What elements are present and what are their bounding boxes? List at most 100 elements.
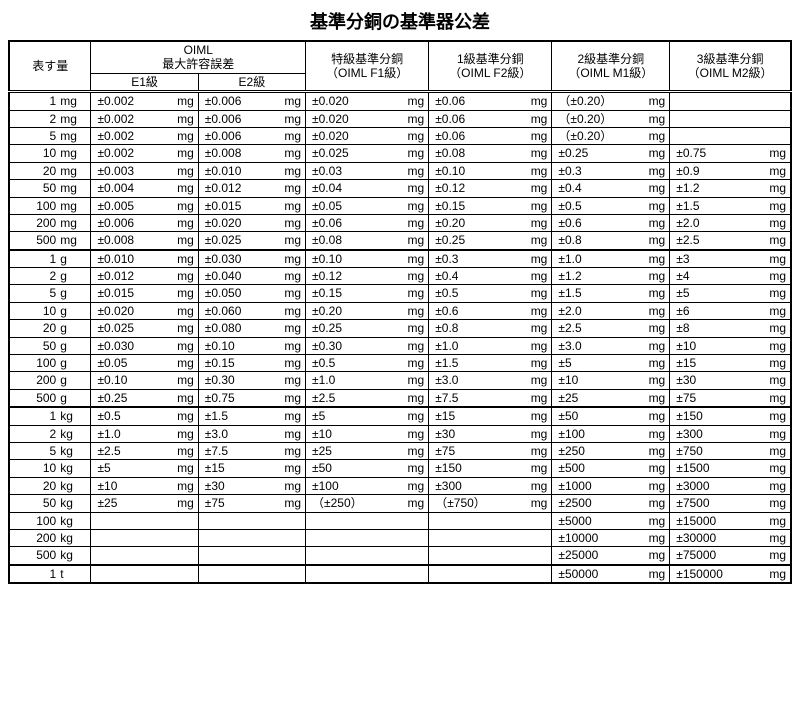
- cell-f1: [306, 547, 399, 565]
- nominal-value: 500: [9, 232, 59, 250]
- cell-f1: ±0.20: [306, 302, 399, 319]
- table-row: 20g±0.025mg±0.080mg±0.25mg±0.8mg±2.5mg±8…: [9, 320, 791, 337]
- nominal-value: 500: [9, 547, 59, 565]
- unit-f2: mg: [521, 268, 552, 285]
- unit-m2: [760, 110, 791, 127]
- cell-e2: ±0.050: [198, 285, 275, 302]
- unit-e2: mg: [275, 127, 306, 144]
- cell-e1: ±10: [91, 477, 168, 494]
- unit-f1: [398, 547, 429, 565]
- unit-m1: mg: [639, 337, 670, 354]
- cell-m1: ±0.5: [552, 197, 639, 214]
- nominal-value: 20: [9, 477, 59, 494]
- unit-m1: mg: [639, 250, 670, 268]
- cell-e1: ±0.010: [91, 250, 168, 268]
- table-row: 5mg±0.002mg±0.006mg±0.020mg±0.06mg（±0.20…: [9, 127, 791, 144]
- nominal-unit: g: [59, 302, 91, 319]
- cell-e1: ±0.002: [91, 110, 168, 127]
- cell-m2: ±300: [670, 425, 760, 442]
- unit-f2: mg: [521, 389, 552, 407]
- unit-m2: mg: [760, 355, 791, 372]
- cell-m2: ±2.5: [670, 232, 760, 250]
- unit-f2: mg: [521, 320, 552, 337]
- unit-e2: mg: [275, 214, 306, 231]
- cell-f2: ±0.5: [429, 285, 522, 302]
- cell-e2: ±0.060: [198, 302, 275, 319]
- cell-e2: ±0.008: [198, 145, 275, 162]
- nominal-unit: g: [59, 337, 91, 354]
- nominal-unit: g: [59, 250, 91, 268]
- nominal-value: 1: [9, 407, 59, 425]
- nominal-value: 1: [9, 92, 59, 110]
- unit-m2: mg: [760, 162, 791, 179]
- unit-e1: mg: [168, 389, 199, 407]
- cell-m1: （±0.20）: [552, 127, 639, 144]
- unit-f1: mg: [398, 337, 429, 354]
- cell-f1: ±0.30: [306, 337, 399, 354]
- cell-m1: ±0.25: [552, 145, 639, 162]
- cell-f1: ±50: [306, 460, 399, 477]
- cell-f2: ±0.25: [429, 232, 522, 250]
- nominal-value: 5: [9, 127, 59, 144]
- cell-m2: ±7500: [670, 495, 760, 512]
- unit-f1: mg: [398, 92, 429, 110]
- cell-m1: ±50: [552, 407, 639, 425]
- unit-e2: mg: [275, 145, 306, 162]
- cell-e2: [198, 565, 275, 583]
- unit-m1: mg: [639, 355, 670, 372]
- unit-m1: mg: [639, 372, 670, 389]
- unit-e1: mg: [168, 250, 199, 268]
- nominal-value: 5: [9, 442, 59, 459]
- unit-m1: mg: [639, 495, 670, 512]
- cell-f2: ±300: [429, 477, 522, 494]
- unit-m2: mg: [760, 372, 791, 389]
- unit-e1: mg: [168, 232, 199, 250]
- unit-f1: mg: [398, 232, 429, 250]
- nominal-value: 10: [9, 460, 59, 477]
- unit-f2: mg: [521, 407, 552, 425]
- unit-f1: mg: [398, 110, 429, 127]
- unit-m1: mg: [639, 214, 670, 231]
- nominal-value: 500: [9, 389, 59, 407]
- cell-f2: [429, 529, 522, 546]
- table-row: 5kg±2.5mg±7.5mg±25mg±75mg±250mg±750mg: [9, 442, 791, 459]
- unit-e1: mg: [168, 302, 199, 319]
- unit-m1: mg: [639, 389, 670, 407]
- unit-f1: mg: [398, 320, 429, 337]
- unit-f2: mg: [521, 425, 552, 442]
- nominal-value: 200: [9, 372, 59, 389]
- header-oiml-group: OIML 最大許容誤差: [91, 41, 306, 73]
- cell-e2: ±0.025: [198, 232, 275, 250]
- cell-m2: ±75: [670, 389, 760, 407]
- unit-e2: mg: [275, 285, 306, 302]
- cell-f2: ±30: [429, 425, 522, 442]
- nominal-unit: kg: [59, 425, 91, 442]
- cell-e1: ±0.020: [91, 302, 168, 319]
- cell-m2: ±150: [670, 407, 760, 425]
- table-row: 5g±0.015mg±0.050mg±0.15mg±0.5mg±1.5mg±5m…: [9, 285, 791, 302]
- cell-e1: ±2.5: [91, 442, 168, 459]
- unit-e2: [275, 547, 306, 565]
- cell-m2: ±30: [670, 372, 760, 389]
- header-f1: 特級基準分銅（OIML F1級）: [306, 41, 429, 92]
- cell-m1: ±50000: [552, 565, 639, 583]
- cell-m1: ±10: [552, 372, 639, 389]
- unit-e2: mg: [275, 110, 306, 127]
- unit-m1: mg: [639, 407, 670, 425]
- nominal-unit: t: [59, 565, 91, 583]
- cell-m2: [670, 92, 760, 110]
- cell-m2: ±75000: [670, 547, 760, 565]
- nominal-unit: g: [59, 355, 91, 372]
- header-e2: E2級: [198, 73, 305, 91]
- cell-e1: ±0.003: [91, 162, 168, 179]
- table-row: 1mg±0.002mg±0.006mg±0.020mg±0.06mg（±0.20…: [9, 92, 791, 110]
- cell-e1: ±0.012: [91, 268, 168, 285]
- table-row: 50kg±25mg±75mg（±250）mg（±750）mg±2500mg±75…: [9, 495, 791, 512]
- unit-e2: mg: [275, 337, 306, 354]
- unit-e2: mg: [275, 425, 306, 442]
- cell-e1: ±0.008: [91, 232, 168, 250]
- unit-f1: [398, 565, 429, 583]
- nominal-value: 50: [9, 180, 59, 197]
- nominal-unit: mg: [59, 110, 91, 127]
- unit-f1: mg: [398, 355, 429, 372]
